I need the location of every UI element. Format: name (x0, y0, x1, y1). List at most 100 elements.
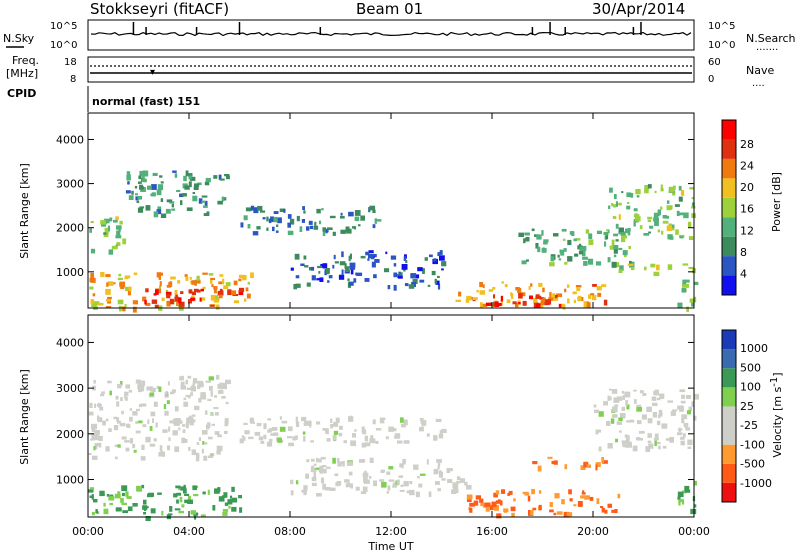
heatmap-cell (279, 208, 286, 212)
heatmap-cell (325, 431, 329, 435)
heatmap-cell (682, 433, 686, 438)
heatmap-cell (153, 401, 158, 407)
heatmap-cell (229, 495, 233, 499)
heatmap-cell (314, 221, 317, 226)
heatmap-cell (662, 220, 669, 224)
heatmap-cell (91, 511, 95, 516)
heatmap-cell (124, 275, 131, 279)
heatmap-cell (132, 443, 136, 449)
heatmap-cell (216, 374, 220, 380)
heatmap-cell (173, 418, 177, 425)
heatmap-cell (115, 235, 122, 239)
heatmap-cell (181, 193, 187, 197)
heatmap-cell (224, 430, 228, 434)
heatmap-cell (403, 256, 406, 261)
heatmap-cell (134, 185, 138, 189)
heatmap-cell (305, 473, 309, 479)
heatmap-cell (250, 417, 255, 422)
heatmap-cell (217, 200, 223, 205)
heatmap-cell (365, 251, 370, 256)
heatmap-cell (535, 243, 539, 249)
heatmap-cell (157, 492, 162, 495)
heatmap-cell (564, 464, 568, 470)
colorbar-segment (722, 197, 736, 218)
heatmap-cell (266, 216, 269, 222)
heatmap-cell (349, 253, 352, 260)
x-tick-label: 20:00 (577, 525, 609, 538)
heatmap-cell (227, 289, 232, 296)
heatmap-cell (320, 477, 325, 484)
heatmap-cell (538, 282, 543, 287)
heatmap-cell (206, 211, 210, 215)
heatmap-cell (653, 212, 660, 217)
heatmap-cell (192, 485, 197, 491)
heatmap-cell (614, 194, 617, 200)
heatmap-cell (554, 493, 560, 499)
heatmap-cell (649, 225, 654, 229)
heatmap-cell (386, 471, 391, 475)
heatmap-cell (231, 486, 235, 492)
heatmap-cell (165, 289, 169, 293)
heatmap-cell (303, 435, 306, 442)
heatmap-cell (188, 446, 191, 451)
heatmap-cell (95, 443, 98, 450)
heatmap-cell (607, 395, 610, 401)
heatmap-cell (653, 437, 659, 441)
colorbar-tick-label: 4 (740, 267, 747, 280)
heatmap-cell (128, 286, 132, 292)
colorbar-segment (722, 178, 736, 198)
heatmap-cell (346, 228, 352, 234)
heatmap-cell (460, 478, 465, 483)
noise-search-label: N.Search (746, 32, 796, 45)
heatmap-cell (89, 286, 94, 290)
heatmap-cell (214, 395, 218, 398)
heatmap-cell (401, 463, 404, 469)
heatmap-cell (521, 260, 527, 265)
noise-right-tick-bottom: 10^0 (708, 40, 735, 51)
heatmap-cell (295, 283, 301, 288)
heatmap-cell (269, 438, 273, 442)
heatmap-cell (135, 379, 140, 384)
heatmap-cell (485, 302, 492, 306)
heatmap-cell (188, 396, 191, 399)
heatmap-cell (340, 215, 345, 219)
x-tick-label: 00:00 (72, 525, 104, 538)
heatmap-cell (427, 284, 431, 287)
heatmap-cell (647, 216, 653, 220)
heatmap-cell (523, 238, 526, 244)
heatmap-cell (180, 291, 184, 294)
heatmap-cell (171, 208, 176, 211)
heatmap-cell (607, 503, 612, 508)
heatmap-cell (213, 286, 218, 290)
heatmap-cell (292, 436, 296, 441)
heatmap-cell (178, 487, 181, 491)
heatmap-cell (311, 275, 316, 281)
heatmap-cell (125, 384, 131, 389)
heatmap-cell (135, 421, 139, 424)
station-title: Stokkseyri (fitACF) (90, 0, 229, 18)
heatmap-cell (118, 273, 122, 277)
heatmap-cell (403, 440, 410, 444)
heatmap-cell (670, 410, 676, 416)
heatmap-cell (139, 170, 145, 177)
heatmap-cell (329, 487, 336, 491)
heatmap-cell (658, 445, 661, 450)
heatmap-cell (310, 440, 314, 443)
heatmap-cell (613, 248, 618, 254)
heatmap-cell (211, 284, 214, 288)
heatmap-cell (611, 239, 615, 246)
heatmap-cell (231, 506, 237, 512)
heatmap-cell (380, 470, 385, 473)
heatmap-cell (108, 428, 112, 432)
heatmap-cell (452, 486, 458, 491)
heatmap-cell (231, 290, 237, 295)
heatmap-cell (666, 206, 672, 211)
heatmap-cell (371, 261, 376, 268)
heatmap-cell (635, 189, 641, 195)
heatmap-cell (197, 384, 201, 390)
heatmap-cell (639, 225, 643, 230)
heatmap-cell (167, 445, 171, 451)
heatmap-cell (626, 205, 631, 210)
heatmap-cell (125, 447, 130, 452)
